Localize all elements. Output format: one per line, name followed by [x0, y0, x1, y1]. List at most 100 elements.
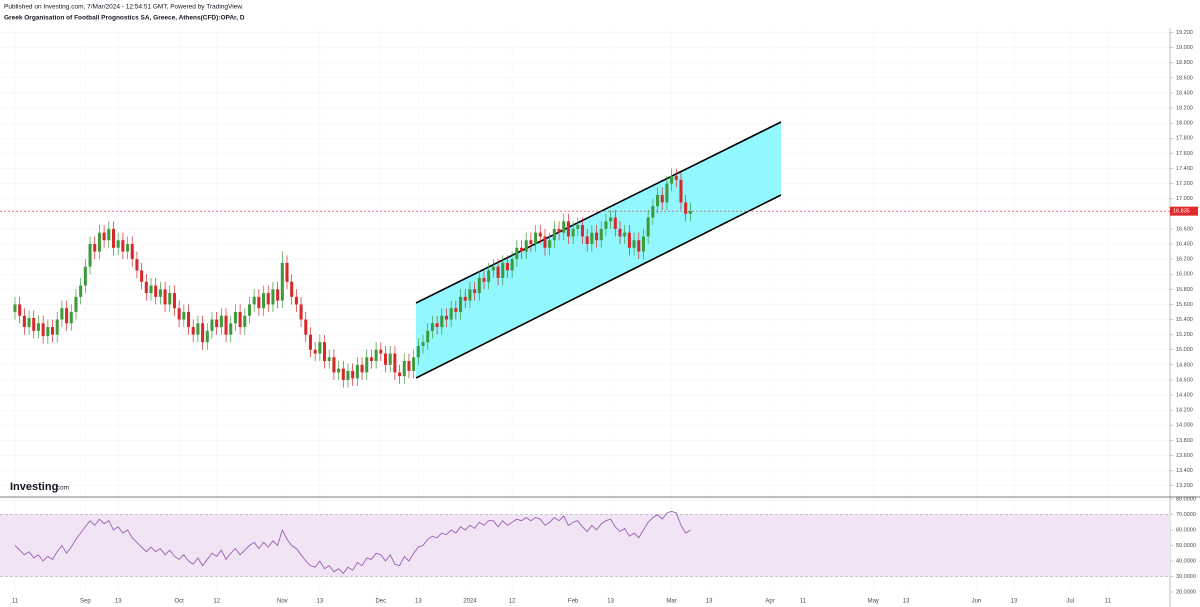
logo-suffix: .com [55, 485, 69, 492]
candle-body [294, 296, 298, 305]
candle-body [97, 232, 101, 252]
candle-body [55, 319, 59, 335]
candle-body [656, 194, 660, 207]
x-tick-label: Sep [80, 599, 91, 605]
x-tick-label: 13 [317, 599, 324, 605]
candle-body [177, 308, 181, 320]
candle-body [435, 323, 439, 328]
rsi-line [14, 510, 691, 575]
candle-body [111, 228, 116, 248]
candle-body [191, 327, 195, 335]
y-tick-label: 16.000 [1176, 272, 1193, 278]
x-tick-label: 13 [706, 599, 713, 605]
candle-body [426, 330, 430, 343]
y-tick-label: 15.400 [1176, 317, 1193, 323]
y2-tick-label: 30.0000 [1176, 574, 1196, 580]
candle-body [308, 334, 312, 350]
x-tick-label: Feb [568, 599, 579, 605]
candle-body [496, 266, 500, 278]
candle-body [473, 289, 477, 294]
candle-body [580, 225, 585, 237]
candle-body [571, 228, 575, 237]
candle-body [107, 228, 111, 241]
candle-body [140, 270, 144, 282]
candle-body [613, 217, 617, 229]
candle-body [285, 262, 289, 282]
candle-body [383, 353, 388, 365]
x-tick-label: 13 [1011, 599, 1018, 605]
candle-body [501, 262, 505, 278]
candle-body [599, 228, 603, 241]
x-tick-label: Jul [1066, 599, 1074, 605]
candle-body [651, 206, 655, 218]
candle-body [398, 372, 402, 377]
candle-body [684, 202, 688, 214]
candle-body [121, 240, 125, 252]
channel-upper [415, 121, 782, 304]
candle-body [172, 293, 176, 309]
x-tick-label: May [868, 599, 879, 605]
y-tick-label: 17.800 [1176, 136, 1193, 142]
candle-body [46, 327, 50, 337]
candle-body [412, 357, 416, 371]
candle-body [510, 259, 514, 271]
candle-body [280, 262, 284, 301]
candle-body [548, 240, 552, 248]
candle-body [519, 247, 524, 252]
candle-body [407, 361, 411, 371]
candle-body [13, 304, 17, 312]
candle-body [65, 308, 69, 324]
candle-body [271, 289, 275, 305]
candle-body [327, 357, 331, 362]
x-tick-label: Nov [277, 599, 288, 605]
candle-body [41, 323, 45, 337]
candle-body [229, 323, 233, 335]
candle-body [641, 236, 645, 252]
candle-body [557, 228, 561, 233]
candle-body [18, 304, 22, 316]
candle-body [627, 232, 631, 248]
candle-body [440, 315, 444, 328]
candle-body [585, 236, 589, 244]
x-tick-label: 12 [509, 599, 516, 605]
candle-body [102, 232, 106, 241]
last-price-label: 16.835 [1173, 209, 1190, 215]
y2-tick-label: 40.0000 [1176, 558, 1196, 564]
candle-body [79, 285, 83, 297]
candle-body [323, 342, 327, 362]
y2-tick-label: 60.0000 [1176, 527, 1196, 533]
y2-tick-label: 20.0000 [1176, 589, 1196, 595]
candle-body [182, 311, 186, 320]
y-tick-label: 15.800 [1176, 287, 1193, 293]
y-tick-label: 17.600 [1176, 151, 1193, 157]
candle-body [670, 176, 674, 184]
candle-body [444, 315, 448, 320]
candle-body [688, 211, 692, 214]
candle-body [421, 342, 425, 346]
candle-body [135, 259, 139, 271]
x-tick-label: Dec [375, 599, 386, 605]
candle-body [609, 217, 613, 222]
candle-body [247, 304, 252, 316]
symbol-title: Greek Organisation of Football Prognosti… [4, 15, 245, 22]
x-tick-label: 11 [1105, 599, 1112, 605]
x-tick-label: 13 [115, 599, 122, 605]
candle-body [116, 240, 120, 248]
candle-body [534, 232, 538, 244]
candle-body [402, 361, 406, 377]
candle-body [219, 315, 223, 328]
candle-body [299, 304, 303, 320]
y-tick-label: 18.200 [1176, 106, 1193, 112]
x-tick-label: Mar [666, 599, 676, 605]
candle-body [154, 285, 158, 297]
y2-tick-label: 70.0000 [1176, 512, 1196, 518]
published-note: Published on Investing.com, 7/Mar/2024 -… [4, 4, 244, 11]
candle-body [632, 240, 636, 248]
x-tick-label: 2024 [463, 599, 477, 605]
candle-body [233, 311, 237, 324]
candle-body [369, 357, 373, 362]
candle-body [468, 289, 472, 301]
candle-body [360, 364, 364, 373]
